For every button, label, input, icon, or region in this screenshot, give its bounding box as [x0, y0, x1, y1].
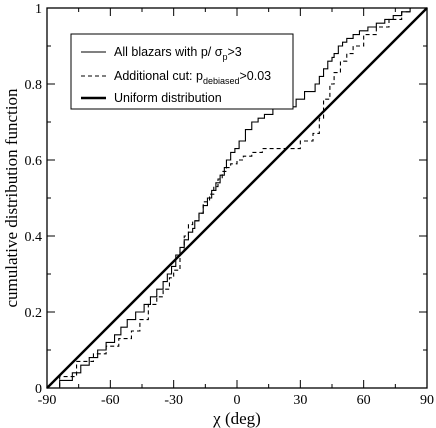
series-line-2	[46, 7, 428, 389]
series-line-1	[47, 7, 427, 389]
y-tick-label: 0.4	[25, 230, 43, 245]
legend-label-1: Additional cut: pdebiased>0.03	[114, 69, 271, 86]
y-axis-label: cumulative distribution function	[2, 88, 21, 308]
x-tick-label: 60	[357, 393, 371, 408]
legend-label-0: All blazars with p/ σp>3	[114, 45, 242, 62]
y-tick-label: 0.2	[25, 306, 43, 321]
x-tick-label: 0	[234, 393, 241, 408]
legend-label-suffix: >0.03	[240, 69, 272, 83]
legend-label-subscript: debiased	[203, 76, 240, 86]
legend-label-subscript: p	[222, 52, 227, 62]
legend-label-2: Uniform distribution	[114, 91, 222, 105]
y-tick-label: 1	[35, 2, 42, 17]
x-axis-label: χ (deg)	[212, 409, 261, 428]
y-tick-label: 0.8	[25, 78, 43, 93]
legend-label-main: Uniform distribution	[114, 91, 222, 105]
ticks-layer: -90 -60 -30 0 30 60 90 0 0.2 0.4 0.6 0.8 1	[25, 2, 435, 408]
x-tick-label: -60	[101, 393, 120, 408]
legend-label-main: Additional cut: p	[114, 69, 203, 83]
x-tick-label: -30	[164, 393, 183, 408]
series-layer	[46, 7, 428, 389]
legend-label-suffix: >3	[227, 45, 241, 59]
series-line-0	[47, 7, 427, 389]
x-tick-label: -90	[38, 393, 57, 408]
legend: All blazars with p/ σp>3 Additional cut: …	[70, 33, 294, 110]
x-tick-label: 30	[293, 393, 307, 408]
y-tick-label: 0.6	[25, 154, 43, 169]
y-tick-label: 0	[35, 382, 42, 397]
legend-box	[70, 33, 294, 110]
x-tick-label: 90	[420, 393, 434, 408]
legend-label-main: All blazars with p/ σ	[114, 45, 223, 59]
